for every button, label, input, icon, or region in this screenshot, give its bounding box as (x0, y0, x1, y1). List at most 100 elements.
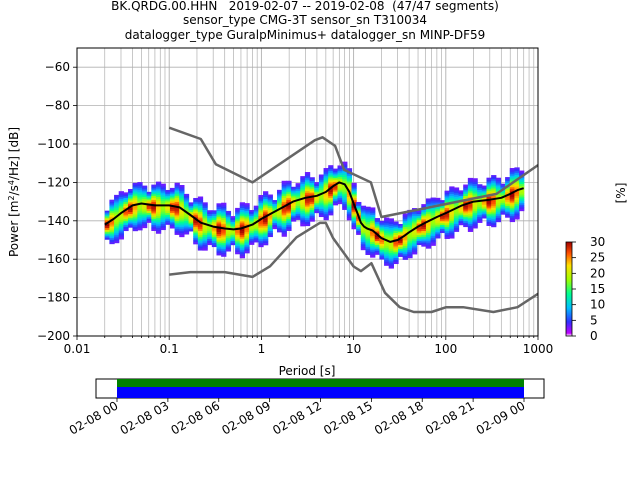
heatmap-cell (114, 229, 120, 232)
heatmap-cell (435, 230, 441, 233)
heatmap-cell (174, 184, 180, 187)
heatmap-cell (435, 201, 441, 204)
heatmap-cell (132, 221, 138, 224)
heatmap-cell (467, 177, 474, 181)
heatmap-cell (300, 199, 306, 202)
heatmap-cell (370, 218, 376, 222)
heatmap-cell (384, 244, 390, 247)
heatmap-cell (123, 219, 129, 222)
heatmap-cell (137, 201, 143, 204)
heatmap-cell (416, 217, 422, 221)
heatmap-cell (309, 207, 315, 211)
heatmap-cell (304, 202, 311, 205)
heatmap-cell (207, 221, 213, 224)
heatmap-cell (360, 232, 367, 235)
heatmap-cell (281, 226, 287, 230)
heatmap-cell (435, 234, 441, 237)
heatmap-cell (402, 251, 408, 255)
heatmap-cell (477, 186, 483, 189)
heatmap-cell (519, 197, 525, 200)
heatmap-cell (365, 245, 371, 248)
heatmap-cell (416, 214, 422, 217)
heatmap-cell (384, 225, 390, 228)
heatmap-cell (439, 200, 446, 203)
heatmap-cell (477, 203, 483, 206)
heatmap-cell (374, 248, 381, 251)
heatmap-cell (281, 184, 287, 187)
heatmap-cell (323, 189, 329, 192)
heatmap-cell (155, 202, 162, 205)
heatmap-cell (393, 233, 399, 236)
heatmap-cell (193, 209, 199, 212)
heatmap-cell (384, 221, 390, 224)
heatmap-cell (491, 211, 497, 214)
heatmap-cell (155, 218, 162, 221)
heatmap-cell (309, 198, 315, 201)
heatmap-cell (123, 192, 129, 195)
heatmap-cell (263, 229, 269, 232)
heatmap-cell (421, 217, 427, 220)
heatmap-cell (435, 197, 441, 201)
heatmap-cell (453, 225, 460, 229)
heatmap-cell (435, 209, 441, 212)
heatmap-cell (365, 231, 371, 234)
heatmap-cell (295, 196, 301, 199)
heatmap-cell (281, 234, 287, 237)
heatmap-cell (374, 221, 381, 225)
heatmap-cell (472, 185, 478, 189)
heatmap-cell (500, 212, 506, 215)
heatmap-cell (309, 213, 315, 216)
heatmap-cell (365, 212, 371, 215)
heatmap-cell (379, 222, 385, 226)
heatmap-cell (342, 201, 348, 205)
heatmap-cell (263, 223, 269, 227)
heatmap-cell (225, 247, 232, 250)
heatmap-cell (411, 242, 418, 245)
heatmap-cell (216, 230, 222, 233)
heatmap-cell (337, 198, 343, 201)
heatmap-cell (421, 204, 427, 207)
heatmap-cell (267, 202, 273, 205)
heatmap-cell (118, 231, 124, 234)
heatmap-cell (267, 234, 273, 238)
heatmap-cell (114, 221, 120, 224)
heatmap-cell (253, 222, 259, 226)
heatmap-cell (421, 225, 427, 228)
heatmap-cell (384, 242, 390, 245)
heatmap-cell (188, 225, 194, 228)
heatmap-cell (263, 237, 269, 240)
heatmap-cell (137, 214, 143, 217)
heatmap-cell (509, 192, 516, 196)
heatmap-cell (407, 236, 413, 240)
heatmap-cell (221, 204, 227, 207)
heatmap-cell (300, 208, 306, 211)
heatmap-cell (295, 194, 301, 197)
heatmap-cell (346, 214, 353, 217)
heatmap-cell (295, 211, 301, 215)
heatmap-cell (123, 201, 129, 205)
heatmap-cell (500, 199, 506, 202)
heatmap-cell (239, 238, 246, 241)
heatmap-cell (109, 224, 115, 227)
heatmap-cell (463, 184, 469, 187)
heatmap-cell (286, 228, 292, 231)
heatmap-cell (179, 234, 185, 238)
heatmap-cell (491, 184, 497, 187)
heatmap-cell (193, 199, 199, 203)
heatmap-cell (370, 222, 376, 226)
heatmap-cell (416, 235, 422, 238)
heatmap-cell (411, 231, 418, 234)
colorbar-tick-label: 10 (590, 298, 605, 312)
heatmap-cell (356, 226, 362, 230)
heatmap-cell (263, 214, 269, 217)
heatmap-cell (309, 215, 315, 218)
heatmap-cell (286, 198, 292, 201)
heatmap-cell (263, 239, 269, 242)
heatmap-cell (276, 210, 283, 214)
heatmap-cell (141, 204, 148, 208)
heatmap-cell (453, 210, 460, 213)
heatmap-cell (425, 217, 432, 220)
heatmap-cell (356, 219, 362, 222)
heatmap-cell (155, 200, 162, 204)
heatmap-cell (132, 202, 138, 205)
